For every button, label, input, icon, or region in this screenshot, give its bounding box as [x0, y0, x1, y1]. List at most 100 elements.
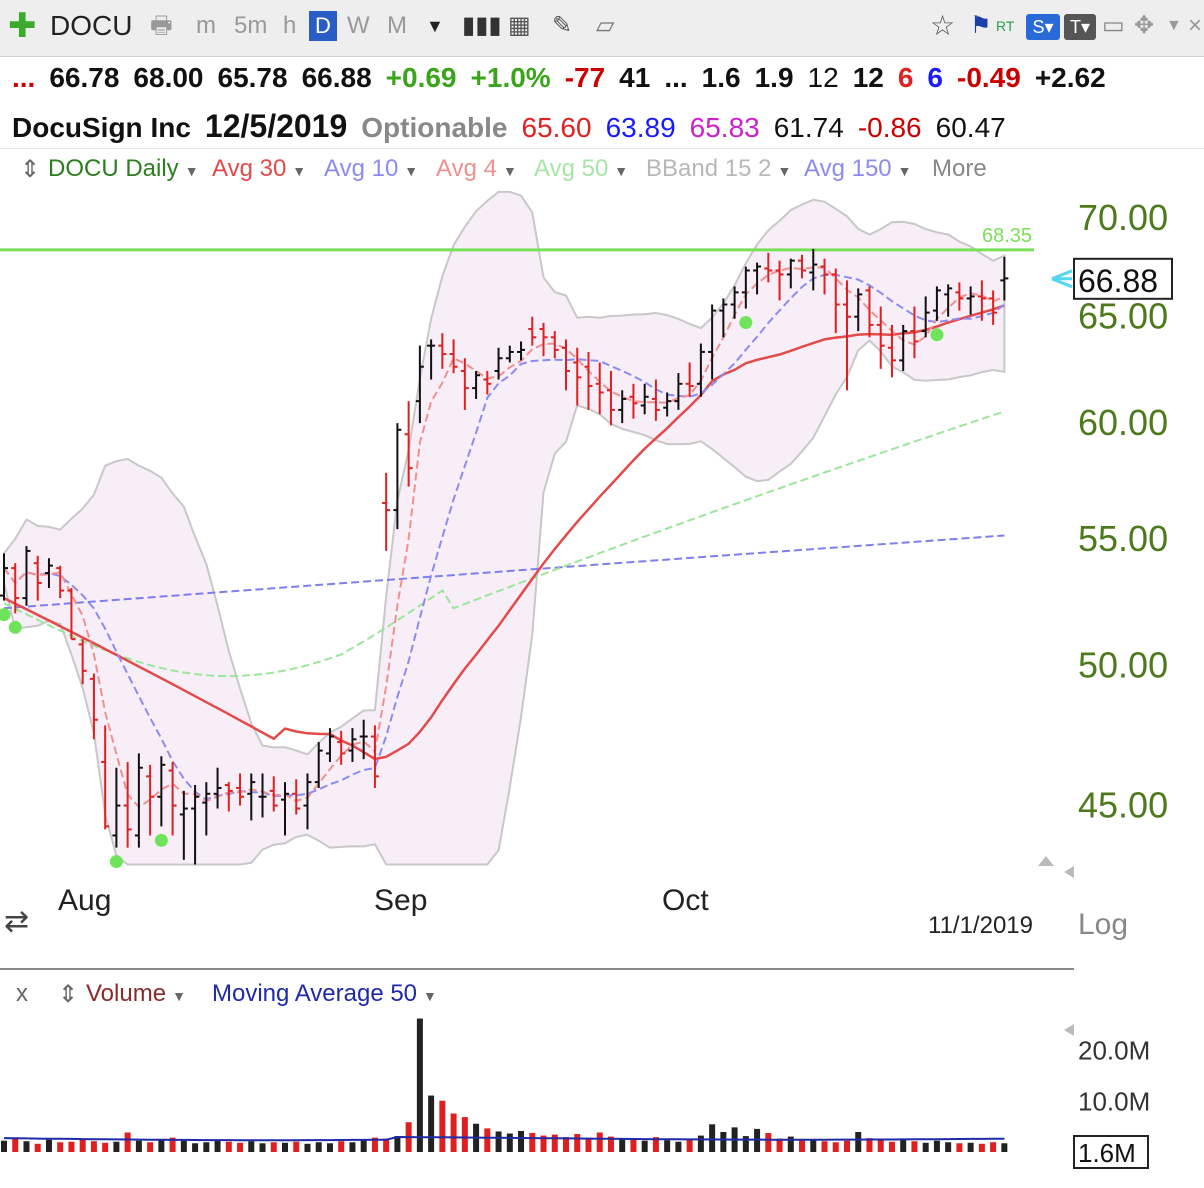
ohlc-bar — [831, 268, 840, 334]
legend-item-5[interactable]: BBand 15 2 ▼ — [646, 155, 792, 182]
ohlc-bar — [213, 767, 222, 809]
ohlc-bar — [865, 286, 874, 338]
toolbar: ✚ DOCU 🖶 m 5m h D W M ▼ ▮▮▮ ▦ ✎ ▱ ☆ ⚑ RT… — [0, 0, 1204, 57]
info-value-2: Optionable — [361, 112, 508, 143]
legend-item-6[interactable]: Avg 150 ▼ — [804, 155, 912, 182]
volume-bar — [23, 1141, 30, 1152]
month-label-sep: Sep — [374, 884, 428, 917]
legend-item-2[interactable]: Avg 10 ▼ — [324, 155, 419, 182]
tf-minute[interactable]: m — [196, 12, 216, 39]
flag-icon[interactable]: ⚑ — [970, 12, 992, 39]
close-icon[interactable]: × — [1188, 12, 1203, 39]
volume-chart[interactable]: 20.0M 10.0M 1.6M — [0, 1008, 1204, 1188]
tf-hour[interactable]: h — [283, 12, 297, 39]
bar-chart-icon[interactable]: ▮▮▮ — [462, 12, 502, 39]
ohlc-bar — [303, 773, 312, 830]
refresh-icon[interactable]: ⇄ — [4, 905, 30, 938]
volume-bar — [664, 1140, 671, 1152]
scale-toggle[interactable]: Log — [1078, 908, 1129, 941]
legend-item-3[interactable]: Avg 4 ▼ — [436, 155, 517, 182]
info-value-0: DocuSign Inc — [12, 112, 191, 143]
close-panel-icon[interactable]: x — [16, 980, 28, 1007]
volume-bar — [652, 1137, 659, 1152]
ohlc-bar — [539, 322, 548, 357]
sort-icon[interactable]: ⇕ — [58, 981, 79, 1008]
volume-bar — [686, 1138, 693, 1152]
ohlc-bar — [517, 341, 526, 361]
realtime-badge[interactable]: RT — [996, 18, 1015, 34]
volume-ma-label[interactable]: Moving Average 50 ▼ — [212, 980, 437, 1007]
quote-value-12: 12 — [807, 62, 839, 93]
legend-item-7[interactable]: More — [932, 155, 987, 182]
ohlc-bar — [876, 306, 885, 369]
volume-bar — [956, 1143, 963, 1152]
volume-bar — [810, 1140, 817, 1152]
ohlc-bar — [899, 324, 908, 371]
volume-bar — [787, 1136, 794, 1152]
quote-value-17: +2.62 — [1034, 62, 1106, 93]
volume-label[interactable]: Volume ▼ — [86, 980, 186, 1007]
add-symbol-icon[interactable]: ✚ — [8, 7, 37, 45]
chevron-down-icon[interactable]: ▼ — [1166, 17, 1182, 34]
ohlc-bar — [674, 373, 683, 410]
volume-bar — [990, 1142, 997, 1152]
tf-weekly[interactable]: W — [347, 12, 370, 39]
quote-value-14: 6 — [897, 62, 914, 93]
ohlc-bar — [348, 728, 357, 762]
ohlc-bar — [584, 351, 593, 410]
volume-bar — [506, 1133, 513, 1152]
volume-ma-line — [3, 1135, 1005, 1142]
star-icon[interactable]: ☆ — [930, 10, 956, 41]
ohlc-bar — [438, 333, 447, 369]
ohlc-bar — [427, 339, 436, 380]
volume-bar — [978, 1143, 985, 1152]
grid-icon[interactable]: ▦ — [508, 12, 531, 39]
chevron-down-icon[interactable]: ▼ — [426, 16, 444, 36]
bollinger-band — [3, 190, 1006, 866]
scan-icon[interactable]: S▾ — [1026, 14, 1060, 40]
volume-bar — [360, 1139, 367, 1152]
note-icon[interactable]: ▱ — [596, 12, 615, 39]
sort-icon[interactable]: ⇕ — [20, 156, 41, 183]
legend-item-4[interactable]: Avg 50 ▼ — [534, 155, 629, 182]
ohlc-bar — [843, 280, 851, 391]
quote-value-16: -0.49 — [957, 62, 1021, 93]
volume-bar — [563, 1137, 569, 1152]
ohlc-bar — [325, 728, 334, 762]
legend-item-0[interactable]: DOCU Daily ▼ — [48, 155, 199, 182]
volume-bar — [911, 1141, 918, 1152]
ohlc-bar — [708, 304, 717, 380]
ohlc-bar — [56, 565, 65, 599]
volume-bar — [529, 1133, 536, 1152]
legend-item-1[interactable]: Avg 30 ▼ — [212, 155, 307, 182]
ohlc-bar — [944, 284, 953, 317]
ohlc-bar — [932, 286, 941, 321]
quote-value-0: ... — [12, 62, 36, 93]
price-tick-label: 60.00 — [1078, 402, 1168, 443]
ohlc-bar — [629, 383, 638, 419]
price-chart[interactable]: 68.35 70.00 65.00 60.00 55.00 50.00 45.00 66.88 — [0, 190, 1204, 1070]
volume-bar — [248, 1141, 255, 1152]
ohlc-bar — [1000, 256, 1009, 301]
tf-monthly[interactable]: M — [387, 12, 407, 39]
ohlc-bar — [393, 423, 402, 530]
text-icon[interactable]: T▾ — [1064, 14, 1096, 40]
pencil-icon[interactable]: ✎ — [552, 12, 573, 39]
ohlc-bar — [696, 343, 705, 397]
window-icon[interactable]: ▭ — [1102, 12, 1125, 39]
move-icon[interactable]: ✥ — [1134, 12, 1155, 39]
ticker-symbol[interactable]: DOCU — [50, 10, 133, 41]
pivot-dot — [154, 833, 168, 847]
tf-5min[interactable]: 5m — [234, 12, 268, 39]
info-value-1: 12/5/2019 — [204, 108, 348, 144]
ohlc-bar — [134, 753, 143, 848]
info-value-3: 65.60 — [521, 112, 592, 143]
ohlc-bar — [112, 767, 121, 848]
ohlc-bar — [314, 742, 323, 788]
print-icon[interactable]: 🖶 — [150, 12, 173, 39]
avg10-line — [3, 273, 1005, 801]
ohlc-bar — [809, 248, 818, 291]
tf-daily[interactable]: D — [309, 11, 337, 41]
volume-bar — [180, 1140, 187, 1152]
ohlc-bar — [224, 782, 233, 812]
